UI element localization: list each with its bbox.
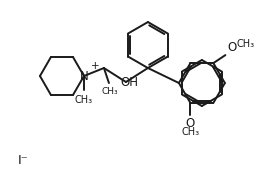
Text: O: O [186, 117, 195, 130]
Text: I⁻: I⁻ [18, 154, 29, 167]
Text: CH₃: CH₃ [181, 127, 199, 137]
Text: +: + [91, 61, 99, 71]
Text: CH₃: CH₃ [102, 87, 118, 96]
Text: O: O [227, 41, 237, 54]
Text: N: N [80, 70, 88, 83]
Text: CH₃: CH₃ [75, 95, 93, 105]
Text: OH: OH [120, 76, 138, 89]
Text: CH₃: CH₃ [236, 39, 255, 49]
